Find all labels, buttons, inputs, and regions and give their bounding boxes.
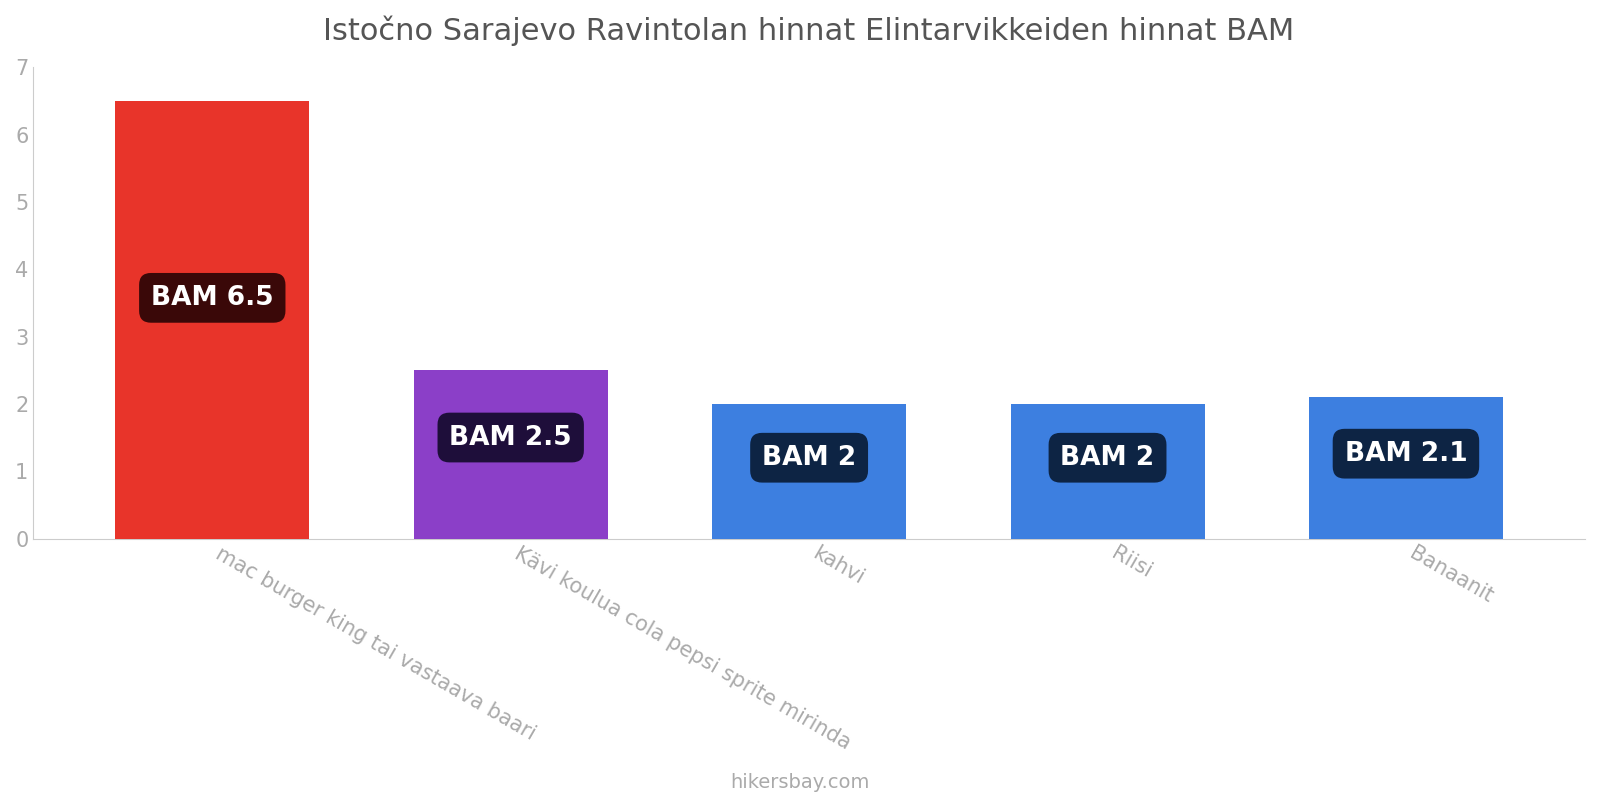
Text: hikersbay.com: hikersbay.com bbox=[730, 773, 870, 792]
Bar bbox=[712, 404, 906, 538]
Bar bbox=[1309, 397, 1502, 538]
Text: BAM 2.1: BAM 2.1 bbox=[1344, 441, 1467, 466]
Bar bbox=[115, 101, 309, 538]
Bar bbox=[414, 370, 608, 538]
Text: BAM 2.5: BAM 2.5 bbox=[450, 425, 573, 450]
Text: BAM 2: BAM 2 bbox=[762, 445, 856, 470]
Bar bbox=[1011, 404, 1205, 538]
Text: BAM 6.5: BAM 6.5 bbox=[150, 285, 274, 311]
Title: Istočno Sarajevo Ravintolan hinnat Elintarvikkeiden hinnat BAM: Istočno Sarajevo Ravintolan hinnat Elint… bbox=[323, 15, 1294, 46]
Text: BAM 2: BAM 2 bbox=[1061, 445, 1155, 470]
